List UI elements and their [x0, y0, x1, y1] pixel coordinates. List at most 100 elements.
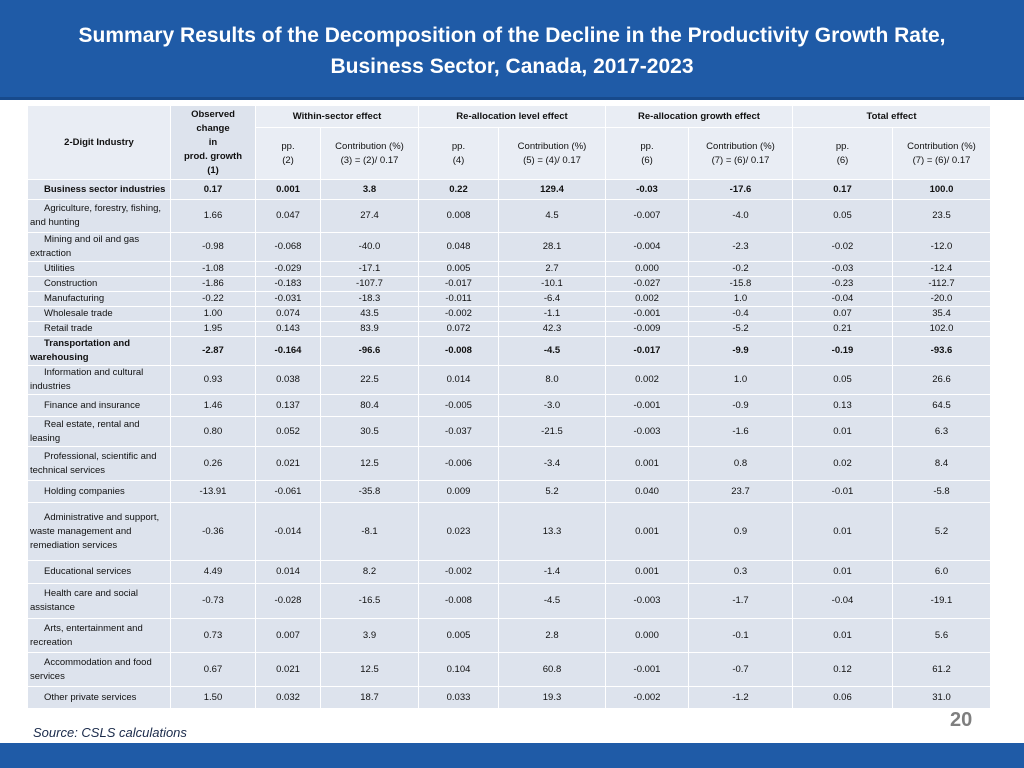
- table-row: Health care and social assistance -0.73 -0…: [27, 583, 991, 619]
- header-line: (3) = (2)/ 0.17: [340, 154, 399, 166]
- value-cell: -0.002: [418, 306, 499, 322]
- value-cell: 0.000: [605, 618, 689, 653]
- sub-header: Contribution (%) (5) = (4)/ 0.17: [498, 127, 606, 180]
- value-cell: 42.3: [498, 321, 606, 337]
- group-header: Re-allocation level effect: [418, 105, 606, 128]
- value-cell: 4.5: [498, 199, 606, 233]
- value-cell: 60.8: [498, 652, 606, 687]
- title-line: Summary Results of the Decomposition of …: [78, 24, 946, 47]
- value-cell: 0.074: [255, 306, 321, 322]
- table-head: 2-Digit Industry Observed change in prod. gr…: [27, 105, 991, 180]
- header-line: (4): [452, 154, 465, 166]
- value-cell: 5.2: [498, 480, 606, 503]
- value-cell: 1.46: [170, 394, 256, 417]
- industry-cell: Educational services: [27, 560, 171, 584]
- header-line: (7) = (6)/ 0.17: [912, 154, 971, 166]
- value-cell: -0.23: [792, 276, 893, 292]
- value-cell: -0.9: [688, 394, 793, 417]
- value-cell: -4.0: [688, 199, 793, 233]
- value-cell: 6.0: [892, 560, 991, 584]
- value-cell: -0.22: [170, 291, 256, 307]
- value-cell: -0.014: [255, 502, 321, 561]
- value-cell: -0.004: [605, 232, 689, 262]
- value-cell: -5.8: [892, 480, 991, 503]
- header-line: in: [208, 136, 218, 148]
- value-cell: 12.5: [320, 652, 419, 687]
- group-header: Within-sector effect: [255, 105, 419, 128]
- value-cell: 18.7: [320, 686, 419, 709]
- value-cell: -2.87: [170, 336, 256, 366]
- industry-cell: Accommodation and food services: [27, 652, 171, 687]
- value-cell: -18.3: [320, 291, 419, 307]
- value-cell: 30.5: [320, 416, 419, 447]
- value-cell: 0.137: [255, 394, 321, 417]
- industry-cell: Health care and social assistance: [27, 583, 171, 619]
- header-line: change: [196, 122, 230, 134]
- value-cell: 0.005: [418, 618, 499, 653]
- value-cell: -1.6: [688, 416, 793, 447]
- value-cell: 83.9: [320, 321, 419, 337]
- value-cell: 6.3: [892, 416, 991, 447]
- value-cell: -0.017: [605, 336, 689, 366]
- header-line: Contribution (%): [907, 140, 976, 152]
- value-cell: -0.7: [688, 652, 793, 687]
- value-cell: 0.014: [418, 365, 499, 395]
- value-cell: -0.037: [418, 416, 499, 447]
- value-cell: -40.0: [320, 232, 419, 262]
- industry-cell: Retail trade: [27, 321, 171, 337]
- value-cell: -20.0: [892, 291, 991, 307]
- value-cell: -0.027: [605, 276, 689, 292]
- header-line: (1): [207, 164, 219, 176]
- table-row: Business sector industries 0.17 0.001 3.8 0.…: [27, 179, 991, 200]
- header-row: 2-Digit Industry Observed change in prod. gr…: [27, 105, 991, 180]
- value-cell: -0.061: [255, 480, 321, 503]
- header-line: Contribution (%): [335, 140, 404, 152]
- value-cell: 0.05: [792, 199, 893, 233]
- value-cell: 43.5: [320, 306, 419, 322]
- value-cell: -0.002: [605, 686, 689, 709]
- value-cell: -15.8: [688, 276, 793, 292]
- value-cell: -0.98: [170, 232, 256, 262]
- industry-cell: Wholesale trade: [27, 306, 171, 322]
- value-cell: -0.001: [605, 306, 689, 322]
- value-cell: 1.00: [170, 306, 256, 322]
- table-body: Business sector industries 0.17 0.001 3.8 0.…: [27, 179, 991, 709]
- value-cell: 13.3: [498, 502, 606, 561]
- value-cell: 8.4: [892, 446, 991, 481]
- value-cell: -0.03: [605, 179, 689, 200]
- value-cell: 64.5: [892, 394, 991, 417]
- table-row: Manufacturing -0.22 -0.031 -18.3 -0.011 -6.4 0…: [27, 291, 991, 307]
- observed-header: Observed change in prod. growth (1): [170, 105, 256, 180]
- value-cell: 0.001: [605, 560, 689, 584]
- value-cell: 12.5: [320, 446, 419, 481]
- value-cell: 26.6: [892, 365, 991, 395]
- value-cell: -2.3: [688, 232, 793, 262]
- sub-header: pp. (6): [792, 127, 893, 180]
- industry-cell: Transportation and warehousing: [27, 336, 171, 366]
- value-cell: 0.001: [605, 446, 689, 481]
- value-cell: 0.143: [255, 321, 321, 337]
- value-cell: 31.0: [892, 686, 991, 709]
- value-cell: -0.04: [792, 583, 893, 619]
- title-line: Business Sector, Canada, 2017-2023: [330, 55, 694, 78]
- value-cell: 8.0: [498, 365, 606, 395]
- value-cell: -0.007: [605, 199, 689, 233]
- value-cell: 129.4: [498, 179, 606, 200]
- value-cell: -107.7: [320, 276, 419, 292]
- value-cell: -0.028: [255, 583, 321, 619]
- value-cell: -3.0: [498, 394, 606, 417]
- header-line: (7) = (6)/ 0.17: [711, 154, 770, 166]
- value-cell: -0.002: [418, 560, 499, 584]
- value-cell: 0.021: [255, 446, 321, 481]
- header-line: pp.: [281, 140, 295, 152]
- value-cell: 0.033: [418, 686, 499, 709]
- value-cell: 0.01: [792, 416, 893, 447]
- value-cell: 0.26: [170, 446, 256, 481]
- value-cell: 0.80: [170, 416, 256, 447]
- value-cell: 0.22: [418, 179, 499, 200]
- value-cell: 35.4: [892, 306, 991, 322]
- sub-header: Contribution (%) (3) = (2)/ 0.17: [320, 127, 419, 180]
- table-row: Other private services 1.50 0.032 18.7 0.033…: [27, 686, 991, 709]
- value-cell: -13.91: [170, 480, 256, 503]
